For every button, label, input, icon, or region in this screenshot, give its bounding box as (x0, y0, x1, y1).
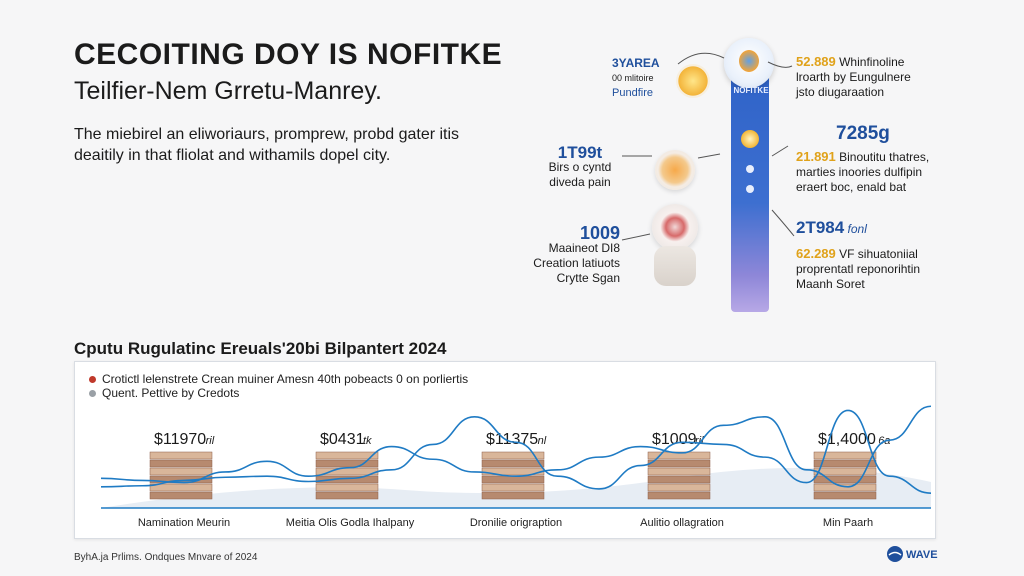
globe-badge-icon (724, 38, 774, 88)
arrow-connector (697, 153, 721, 159)
x-tick-label: Min Paarh (823, 517, 873, 529)
x-tick-label: Dronilie origraption (470, 517, 562, 529)
document-stack-layer (647, 475, 711, 484)
series-line-1 (100, 409, 932, 494)
document-seal-icon (652, 204, 698, 250)
document-stack-layer (813, 491, 877, 500)
arrow-connector (771, 209, 795, 237)
bar-label-suffix: nl (538, 435, 547, 447)
bar-label: $11970 (154, 431, 206, 448)
legend-dot-icon (89, 376, 96, 384)
document-stack-layer (481, 475, 545, 484)
document-stack-layer (149, 491, 213, 500)
document-stack-layer (481, 483, 545, 492)
pillar-dot-icon (746, 165, 754, 173)
document-stack-layer (813, 475, 877, 484)
brand-logo: WAVE (886, 544, 952, 564)
arrow-connector (621, 233, 651, 241)
crown-icon (676, 64, 710, 98)
background-terrain (101, 467, 931, 508)
document-stack-layer (149, 451, 213, 460)
info-right-item-3: 21.891 Binoutitu thatres, marties inoori… (796, 149, 930, 194)
info-left-item-2: 1T99t Birs o cyntd diveda pain (548, 143, 612, 189)
legend-dot-icon (89, 390, 96, 398)
info-left-item-3: 1009 Maaineot DI8 Creation latiuots Cryt… (533, 223, 620, 285)
page-title: CECOITING DOY IS NOFITKE (74, 38, 503, 71)
pillar-dot-icon (746, 185, 754, 193)
page-subtitle: Teilfier-Nem Grretu-Manrey. (74, 77, 382, 105)
document-stack-layer (647, 491, 711, 500)
x-tick-label: Namination Meurin (138, 517, 230, 529)
intro-text: The miebirel an eliworiaurs, promprew, p… (74, 126, 460, 164)
x-tick-label: Meitia Olis Godla Ihalpany (286, 517, 415, 529)
connector-arrows (621, 52, 795, 241)
document-stack-layer (813, 451, 877, 460)
document-stack-layer (149, 483, 213, 492)
document-stack-layer (647, 467, 711, 476)
chart-panel: Crotictl lelenstrete Crean muiner Amesn … (74, 361, 936, 539)
bar-label: $11375 (486, 431, 538, 448)
document-stack-layer (481, 491, 545, 500)
info-right-item-1: 52.889 Whinfinoline lroarth by Eungulner… (796, 54, 911, 99)
brand-logo-text: WAVE (906, 549, 938, 561)
document-stack-layer (647, 483, 711, 492)
bar-label-suffix: ril (206, 435, 215, 447)
badge-coin-icon (655, 150, 695, 190)
legend-item-2: Quent. Pettive by Credots (89, 386, 239, 400)
arrow-connector (767, 61, 793, 68)
document-stack-icon (149, 451, 213, 500)
pillar-label: NOFITKE (733, 86, 769, 95)
document-stack-layer (315, 451, 379, 460)
bar-label: $0431 (320, 431, 365, 448)
document-stack-layer (149, 467, 213, 476)
info-right-item-4: 2T984 fonl (796, 218, 867, 237)
info-left-item-1: 3YAREA 00 mlitoire Pundfire (612, 56, 660, 99)
arrow-connector (677, 52, 725, 65)
lightbulb-icon (741, 130, 759, 148)
document-stack-layer (315, 459, 379, 468)
document-stack-layer (481, 459, 545, 468)
bar-label-suffix: tk (363, 435, 372, 447)
footer-credit: ByhA.ja Prlims. Ondques Mnvare of 2024 (74, 552, 258, 563)
document-stack-layer (647, 459, 711, 468)
document-stack-layer (315, 483, 379, 492)
legend-item-1: Crotictl lelenstrete Crean muiner Amesn … (89, 372, 468, 386)
document-stack-layer (315, 475, 379, 484)
series-line-2 (100, 405, 932, 488)
info-right-item-2: 7285g (836, 123, 890, 144)
bar-label-suffix: ril (695, 435, 704, 447)
pedestal-icon (654, 246, 696, 286)
x-tick-label: Aulitio ollagration (640, 517, 724, 529)
info-right-item-5: 62.289 VF sihuatoniial proprentatl repon… (796, 246, 921, 291)
document-stack-icon (647, 451, 711, 500)
document-stack-layer (315, 491, 379, 500)
bar-label: $1009 (652, 431, 697, 448)
document-stack-layer (481, 451, 545, 460)
chart-title: Cputu Rugulatinc Ereuals'20bi Bilpantert… (74, 339, 447, 358)
document-stack-layer (813, 483, 877, 492)
arrow-connector (771, 145, 789, 157)
document-stack-layer (647, 451, 711, 460)
document-stack-icon (813, 451, 877, 500)
document-stack-layer (149, 459, 213, 468)
bar-label: $1,4000 (818, 431, 876, 448)
